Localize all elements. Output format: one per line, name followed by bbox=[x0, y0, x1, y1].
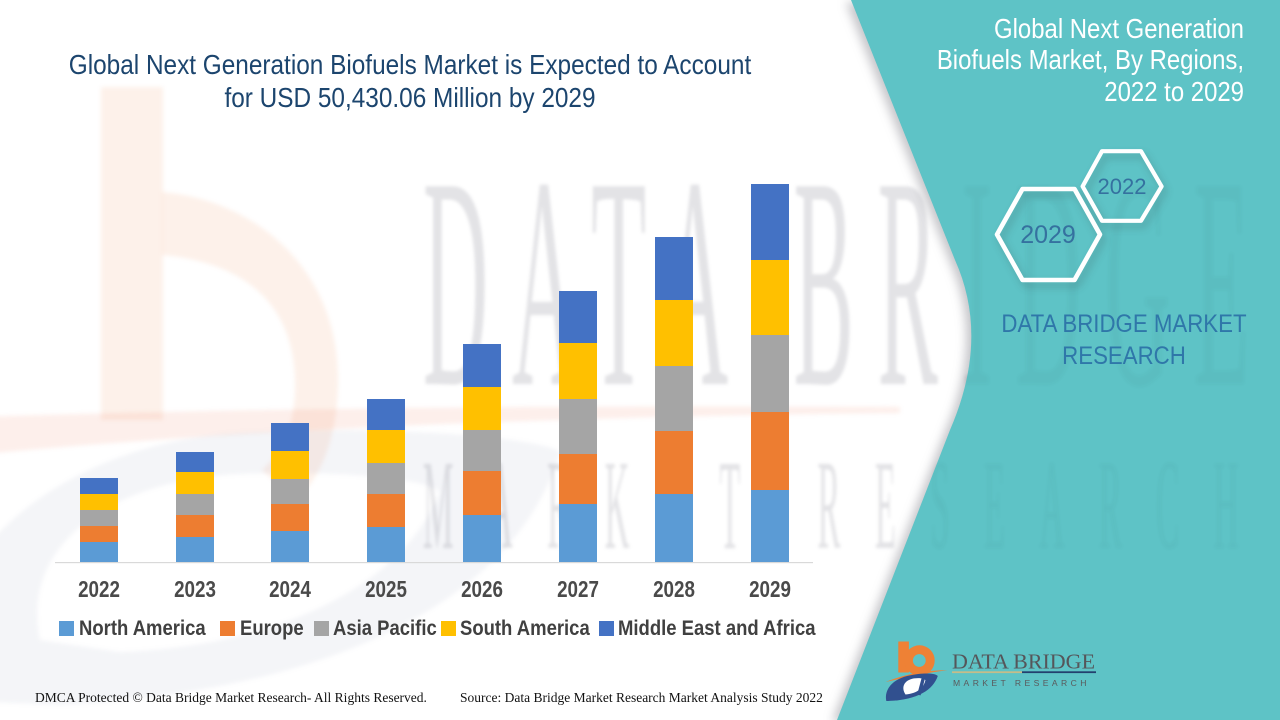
svg-text:2029: 2029 bbox=[1020, 221, 1076, 249]
svg-text:MARKET RESEARCH: MARKET RESEARCH bbox=[953, 678, 1090, 688]
svg-text:DATA BRIDGE: DATA BRIDGE bbox=[952, 650, 1095, 674]
svg-text:2022: 2022 bbox=[1098, 174, 1147, 199]
